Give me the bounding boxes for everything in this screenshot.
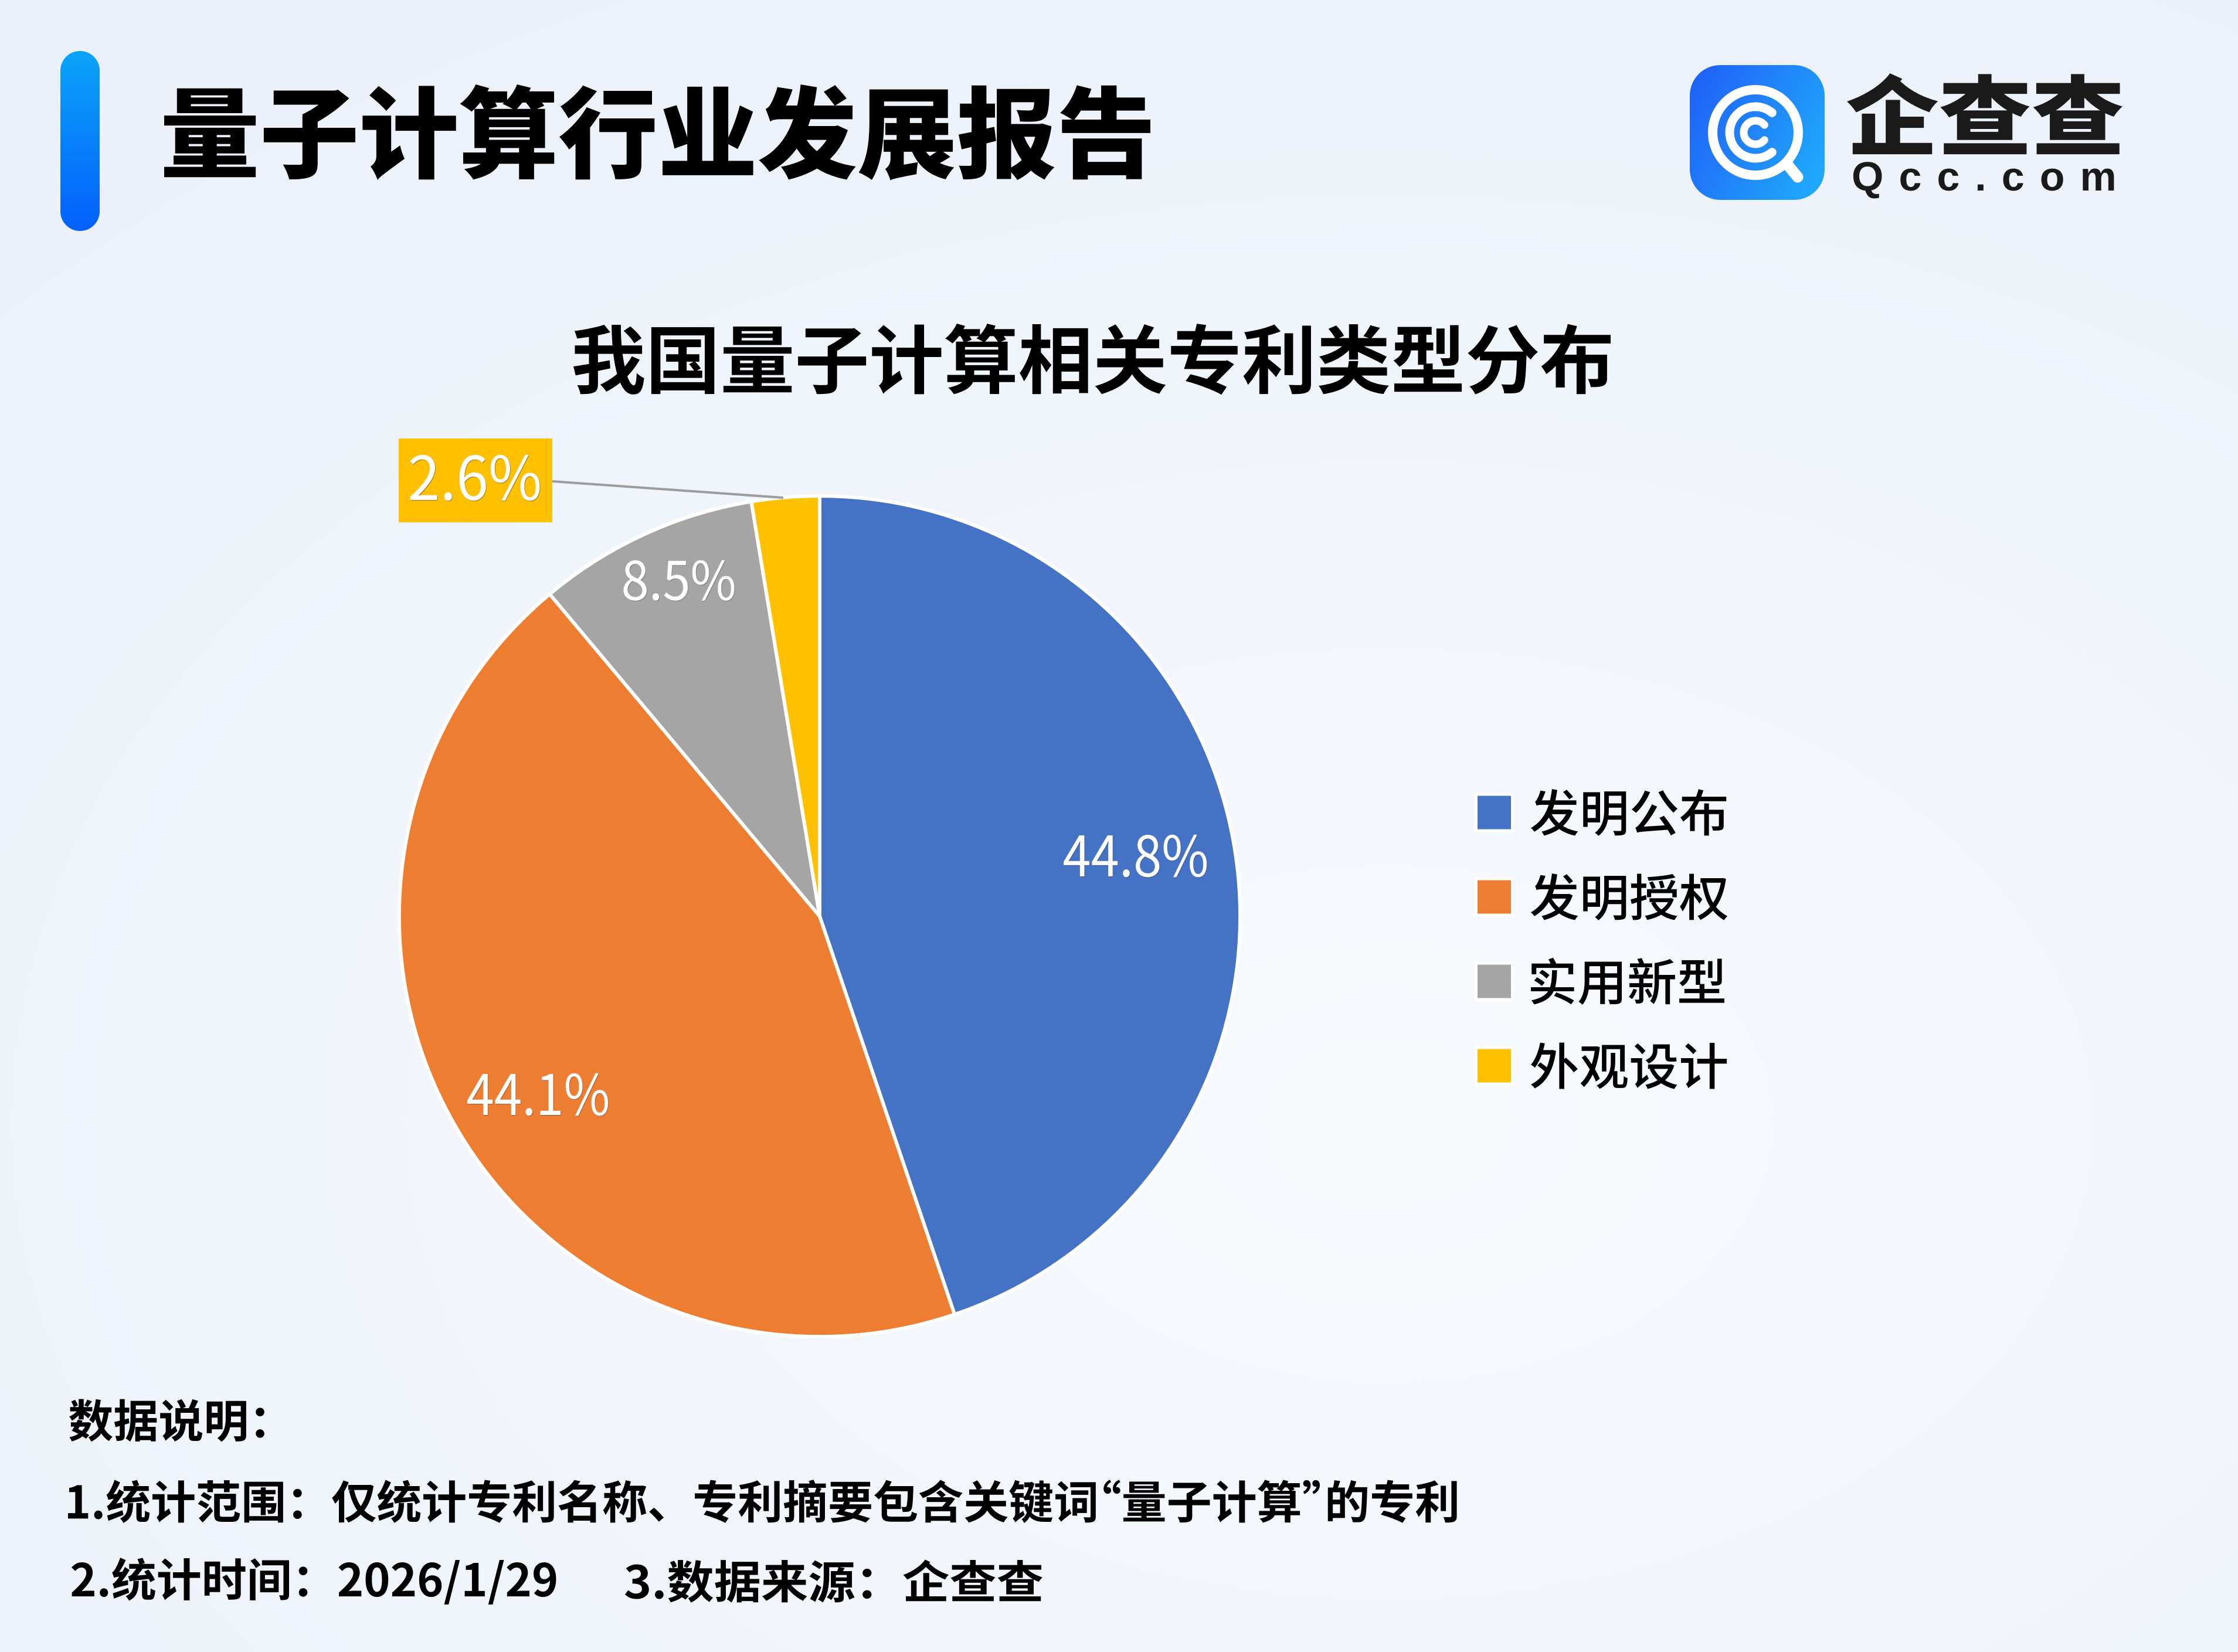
svg-text:Qcc.com: Qcc.com — [1852, 154, 2132, 199]
